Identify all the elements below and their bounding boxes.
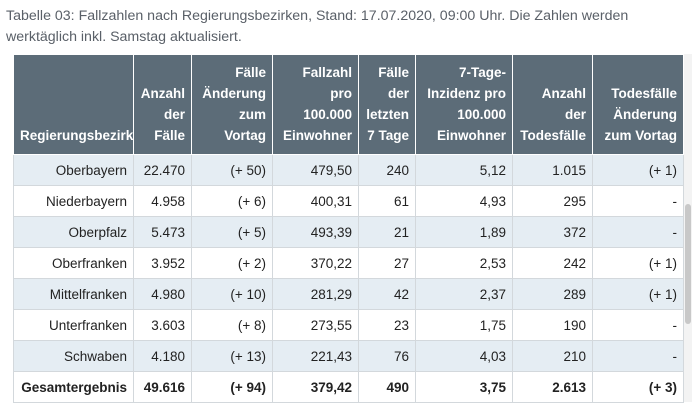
cell-regierungsbezirk: Niederbayern [13,185,134,217]
cell-7-tage-inzidenz: 2,37 [415,278,513,310]
cell-fallzahl-pro-100000: 281,29 [272,278,359,310]
cell-todesfaelle: 190 [512,309,593,341]
total-anzahl-faelle: 49.616 [133,371,192,403]
scrollbar-thumb[interactable] [685,204,691,324]
vertical-scrollbar[interactable] [684,54,692,402]
total-7-tage-inzidenz: 3,75 [415,371,513,403]
cell-regierungsbezirk: Oberfranken [13,247,134,279]
table-total-row: Gesamtergebnis 49.616 (+ 94) 379,42 490 3,75 2… [13,371,684,403]
cell-todesfaelle-aenderung: - [592,185,684,217]
cell-faelle-aenderung: (+ 5) [191,216,273,248]
cell-7-tage-inzidenz: 4,93 [415,185,513,217]
table-row: Schwaben 4.180 (+ 13) 221,43 76 4,03 210- [13,340,684,372]
col-header-todesfaelle[interactable]: Anzahl der Todesfälle [512,54,593,155]
col-header-faelle-aenderung[interactable]: Fälle Änderung zum Vortag [191,54,273,155]
cell-faelle-7-tage: 42 [358,278,416,310]
table-row: Oberbayern 22.470 (+ 50) 479,50 240 5,12 1.015… [13,154,684,186]
cell-regierungsbezirk: Oberpfalz [13,216,134,248]
cell-fallzahl-pro-100000: 370,22 [272,247,359,279]
col-header-7-tage-inzidenz[interactable]: 7-Tage-Inzidenz pro 100.000 Einwohner [415,54,513,155]
cell-regierungsbezirk: Unterfranken [13,309,134,341]
cell-anzahl-faelle: 3.603 [133,309,192,341]
col-header-anzahl-faelle[interactable]: Anzahl der Fälle [133,54,192,155]
cell-todesfaelle-aenderung: (+ 1) [592,278,684,310]
table-row: Oberfranken 3.952 (+ 2) 370,22 27 2,53 242 (+ 1… [13,247,684,279]
cell-fallzahl-pro-100000: 400,31 [272,185,359,217]
cell-faelle-aenderung: (+ 6) [191,185,273,217]
cell-faelle-7-tage: 76 [358,340,416,372]
table-row: Oberpfalz 5.473 (+ 5) 493,39 21 1,89 372- [13,216,684,248]
cell-anzahl-faelle: 4.958 [133,185,192,217]
cell-7-tage-inzidenz: 1,75 [415,309,513,341]
cell-regierungsbezirk: Schwaben [13,340,134,372]
table-row: Unterfranken 3.603 (+ 8) 273,55 23 1,75 190- [13,309,684,341]
cell-todesfaelle-aenderung: - [592,216,684,248]
table-caption: Tabelle 03: Fallzahlen nach Regierungsbe… [6,8,629,45]
cell-faelle-7-tage: 21 [358,216,416,248]
total-todesfaelle-aenderung: (+ 3) [592,371,684,403]
cell-fallzahl-pro-100000: 479,50 [272,154,359,186]
cell-faelle-aenderung: (+ 50) [191,154,273,186]
cell-todesfaelle-aenderung: - [592,309,684,341]
cell-fallzahl-pro-100000: 493,39 [272,216,359,248]
total-regierungsbezirk: Gesamtergebnis [13,371,134,403]
col-header-regierungsbezirk[interactable]: Regierungsbezirk [13,54,134,155]
table-row: Niederbayern 4.958 (+ 6) 400,31 61 4,93 295- [13,185,684,217]
cell-faelle-7-tage: 23 [358,309,416,341]
cell-7-tage-inzidenz: 4,03 [415,340,513,372]
cell-faelle-7-tage: 240 [358,154,416,186]
cell-todesfaelle-aenderung: (+ 1) [592,247,684,279]
cell-anzahl-faelle: 4.980 [133,278,192,310]
cell-todesfaelle-aenderung: - [592,340,684,372]
cell-fallzahl-pro-100000: 221,43 [272,340,359,372]
cell-todesfaelle: 372 [512,216,593,248]
cell-fallzahl-pro-100000: 273,55 [272,309,359,341]
cell-faelle-7-tage: 27 [358,247,416,279]
total-todesfaelle: 2.613 [512,371,593,403]
cell-todesfaelle: 295 [512,185,593,217]
cell-faelle-aenderung: (+ 2) [191,247,273,279]
cell-todesfaelle: 242 [512,247,593,279]
cell-regierungsbezirk: Oberbayern [13,154,134,186]
case-numbers-table: Regierungsbezirk Anzahl der Fälle Fälle … [13,54,684,403]
cell-todesfaelle: 210 [512,340,593,372]
cell-todesfaelle: 1.015 [512,154,593,186]
cell-7-tage-inzidenz: 1,89 [415,216,513,248]
table-row: Mittelfranken 4.980 (+ 10) 281,29 42 2,37 289(… [13,278,684,310]
total-faelle-7-tage: 490 [358,371,416,403]
cell-faelle-aenderung: (+ 8) [191,309,273,341]
cell-anzahl-faelle: 3.952 [133,247,192,279]
cell-anzahl-faelle: 22.470 [133,154,192,186]
cell-faelle-aenderung: (+ 13) [191,340,273,372]
cell-7-tage-inzidenz: 2,53 [415,247,513,279]
cell-7-tage-inzidenz: 5,12 [415,154,513,186]
cell-faelle-7-tage: 61 [358,185,416,217]
cell-todesfaelle: 289 [512,278,593,310]
table-header-row: Regierungsbezirk Anzahl der Fälle Fälle … [13,54,684,155]
col-header-todesfaelle-aenderung[interactable]: Todesfälle Änderung zum Vortag [592,54,684,155]
cell-regierungsbezirk: Mittelfranken [13,278,134,310]
cell-todesfaelle-aenderung: (+ 1) [592,154,684,186]
col-header-faelle-7-tage[interactable]: Fälle der letzten 7 Tage [358,54,416,155]
col-header-fallzahl-pro-100000[interactable]: Fallzahl pro 100.000 Einwohner [272,54,359,155]
total-fallzahl-pro-100000: 379,42 [272,371,359,403]
cell-anzahl-faelle: 5.473 [133,216,192,248]
total-faelle-aenderung: (+ 94) [191,371,273,403]
cell-faelle-aenderung: (+ 10) [191,278,273,310]
cell-anzahl-faelle: 4.180 [133,340,192,372]
